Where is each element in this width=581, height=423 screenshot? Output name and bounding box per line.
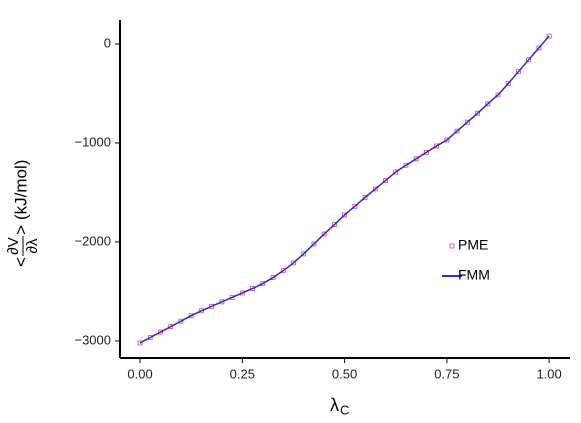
pme-point <box>199 308 204 314</box>
pme-point <box>362 195 368 200</box>
pme-point <box>301 251 307 257</box>
legend-label: PME <box>458 237 488 253</box>
y-tick-label: −3000 <box>74 332 111 347</box>
pme-point <box>168 324 174 330</box>
pme-point <box>516 69 521 75</box>
legend-label: FMM <box>458 267 490 283</box>
y-tick-label: 0 <box>104 35 111 50</box>
pme-point <box>475 110 480 116</box>
pme-point <box>137 340 143 346</box>
x-axis-label: λ <box>330 395 339 415</box>
x-tick-label: 1.00 <box>536 366 561 381</box>
pme-point <box>321 231 327 237</box>
pme-point <box>485 101 491 107</box>
y-tick-label: −1000 <box>74 134 111 149</box>
y-label-open: < <box>11 257 30 267</box>
pme-point <box>219 299 225 305</box>
x-tick-label: 0.50 <box>332 366 357 381</box>
pme-point <box>546 33 552 39</box>
x-tick-label: 0.75 <box>434 366 459 381</box>
pme-point <box>280 268 286 274</box>
pme-point <box>383 178 388 183</box>
pme-point <box>464 119 470 125</box>
pme-point <box>372 186 378 192</box>
x-axis-label-subscript: C <box>340 402 349 417</box>
pme-point <box>536 45 542 51</box>
pme-point <box>291 260 296 266</box>
y-axis-label: < ∂V ∂λ > (kJ/mol) <box>5 160 41 267</box>
pme-point <box>331 222 337 228</box>
y-label-denominator: ∂λ <box>24 238 41 253</box>
pme-point <box>250 286 255 291</box>
pme-point <box>229 295 235 300</box>
legend-key <box>449 243 455 249</box>
pme-point <box>413 156 419 162</box>
pme-point <box>393 169 399 175</box>
pme-point <box>188 313 194 319</box>
pme-point <box>434 143 440 149</box>
pme-point <box>178 318 184 324</box>
pme-point <box>495 92 501 98</box>
pme-point <box>158 329 163 335</box>
pme-point <box>352 203 358 209</box>
x-tick-label: 0.25 <box>230 366 255 381</box>
y-label-numerator: ∂V <box>5 237 22 254</box>
fmm-line <box>139 35 550 344</box>
pme-point <box>270 275 276 281</box>
pme-point <box>526 57 532 63</box>
pme-point <box>209 303 215 309</box>
pme-point <box>311 241 317 247</box>
y-tick-label: −2000 <box>74 233 111 248</box>
pme-point <box>424 149 429 155</box>
pme-point <box>239 290 245 296</box>
pme-point <box>342 212 347 218</box>
pme-point <box>260 281 266 286</box>
pme-point <box>403 162 409 168</box>
x-tick-label: 0.00 <box>127 366 152 381</box>
pme-point <box>444 137 450 143</box>
pme-point <box>147 335 153 340</box>
pme-point <box>454 128 460 134</box>
y-label-close: > <box>11 225 30 235</box>
y-label-unit: (kJ/mol) <box>11 160 30 220</box>
pme-point <box>505 81 511 86</box>
